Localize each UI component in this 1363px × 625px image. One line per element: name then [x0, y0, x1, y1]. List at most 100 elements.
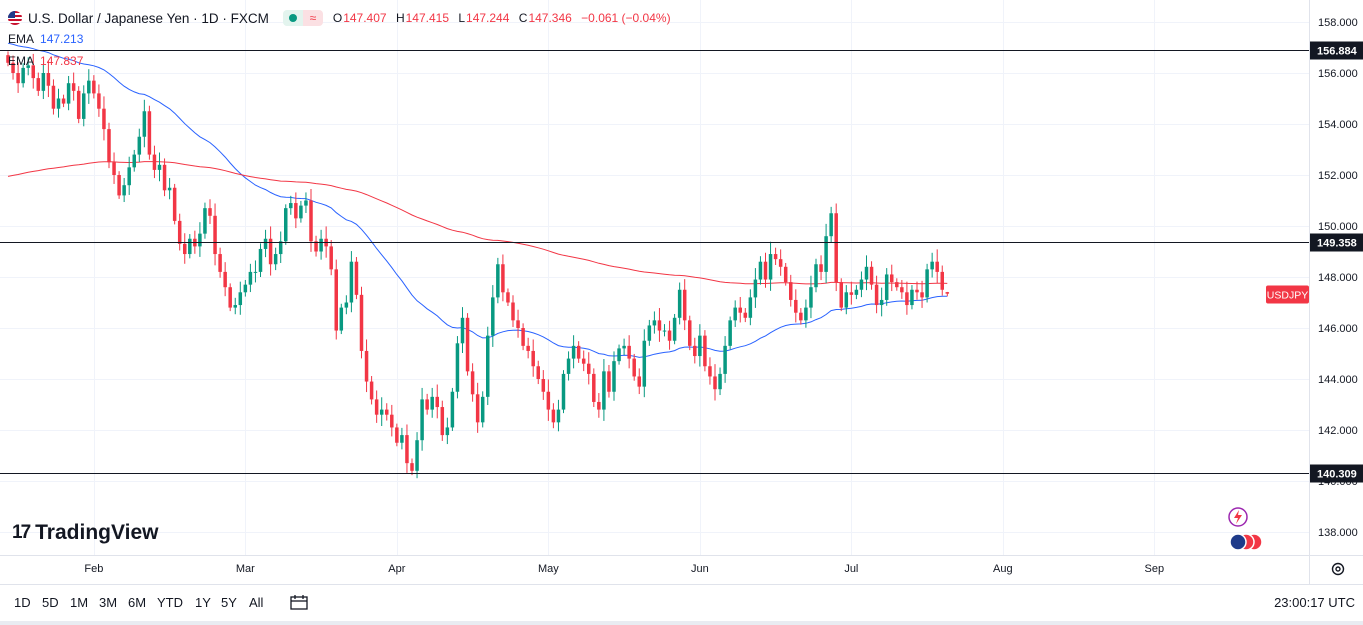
time-tick-label: Apr: [388, 563, 405, 575]
candle: [587, 352, 591, 385]
level-label-bg: [1310, 41, 1363, 60]
candle: [82, 85, 86, 127]
lightning-icon[interactable]: [1228, 507, 1248, 527]
ema-fast-legend[interactable]: EMA 147.213: [8, 28, 677, 50]
ema-slow-label: EMA: [8, 54, 35, 68]
candle: [576, 341, 581, 363]
price-chart[interactable]: 158.000 156.000 154.000 152.000 150.000 148.0…: [0, 0, 1363, 584]
candle-body: [213, 215, 217, 255]
ohlc-values: O147.407 H147.415 L147.244 C147.346 −0.0…: [333, 11, 677, 25]
candle-body: [430, 396, 434, 410]
candle: [521, 323, 525, 351]
candle-body: [334, 269, 338, 331]
candle-body: [945, 292, 950, 294]
candle: [925, 263, 929, 303]
candle-body: [612, 361, 616, 392]
candle-body: [21, 67, 25, 84]
candle: [142, 99, 147, 148]
candle: [208, 199, 212, 224]
candle: [915, 281, 919, 300]
candle: [874, 275, 879, 314]
candle-body: [743, 312, 748, 318]
range-3m-button[interactable]: 3M: [99, 595, 118, 610]
candle: [738, 296, 742, 323]
candle-body: [223, 271, 227, 288]
calendar-icon[interactable]: [290, 594, 308, 610]
range-1d-button[interactable]: 1D: [14, 595, 31, 610]
candle-body: [799, 312, 803, 321]
level-label-bg: [1310, 464, 1363, 483]
candle-body: [617, 348, 621, 362]
range-6m-button[interactable]: 6M: [128, 595, 147, 610]
time-tick-label: Sep: [1145, 563, 1165, 575]
candle: [753, 268, 758, 308]
candle: [698, 324, 702, 367]
candle-body: [248, 271, 253, 285]
candle-body: [6, 55, 10, 63]
candle: [859, 271, 864, 298]
candle: [21, 63, 25, 88]
candle-body: [647, 325, 652, 341]
price-tick-label: 144.000: [1318, 374, 1358, 386]
candle-body: [258, 248, 263, 272]
candle: [890, 264, 894, 292]
candle: [203, 202, 207, 239]
candle: [475, 382, 480, 433]
candle-body: [31, 65, 35, 79]
candle-body: [814, 264, 818, 288]
tradingview-logo[interactable]: 17 TradingView: [12, 521, 158, 545]
candle-body: [455, 343, 460, 392]
utc-clock[interactable]: 23:00:17 UTC: [1274, 595, 1355, 610]
candle: [425, 393, 429, 415]
candle: [592, 368, 596, 408]
candle-body: [900, 287, 904, 293]
candle-body: [329, 246, 333, 270]
candle-body: [410, 463, 414, 471]
candle: [829, 206, 833, 243]
market-status-pill[interactable]: ≈: [282, 10, 323, 26]
range-all-button[interactable]: All: [249, 595, 264, 610]
candle-body: [561, 373, 566, 410]
candle-body: [809, 287, 813, 308]
candle-body: [16, 73, 20, 84]
candle-body: [703, 335, 707, 367]
range-5y-button[interactable]: 5Y: [221, 595, 237, 610]
candle: [92, 75, 96, 99]
flags-stack-icon[interactable]: [1229, 533, 1263, 551]
candle-body: [354, 261, 359, 295]
candle: [597, 393, 601, 418]
level-label: 156.884: [1317, 46, 1358, 58]
candle: [607, 364, 611, 398]
range-1m-button[interactable]: 1M: [70, 595, 89, 610]
time-tick-label: Aug: [993, 563, 1013, 575]
candle: [799, 308, 803, 325]
symbol-title[interactable]: U.S. Dollar / Japanese Yen · 1D · FXCM: [28, 10, 269, 26]
candle: [571, 335, 576, 369]
range-ytd-button[interactable]: YTD: [157, 595, 183, 610]
candle-body: [374, 399, 379, 415]
candle: [819, 255, 823, 281]
candle-body: [662, 330, 667, 332]
price-tick-label: 152.000: [1318, 170, 1358, 182]
candle: [304, 192, 308, 214]
settings-gear-icon[interactable]: [1330, 561, 1346, 577]
candle-body: [233, 305, 237, 308]
candle-body: [46, 73, 51, 86]
range-1y-button[interactable]: 1Y: [195, 595, 211, 610]
candle-body: [486, 335, 490, 397]
candle-body: [364, 350, 369, 382]
candle: [379, 397, 384, 426]
candlesticks: [6, 51, 950, 479]
candle: [910, 285, 914, 310]
ema-slow-legend[interactable]: EMA 147.837: [8, 50, 677, 72]
candle-body: [778, 259, 783, 267]
range-5d-button[interactable]: 5D: [42, 595, 59, 610]
candle-body: [834, 213, 838, 283]
candle-body: [385, 409, 389, 415]
candle-body: [859, 279, 864, 290]
candle-body: [753, 279, 758, 298]
candle-body: [309, 200, 313, 242]
candle: [637, 368, 641, 395]
candle: [66, 75, 71, 111]
candle: [869, 261, 874, 290]
